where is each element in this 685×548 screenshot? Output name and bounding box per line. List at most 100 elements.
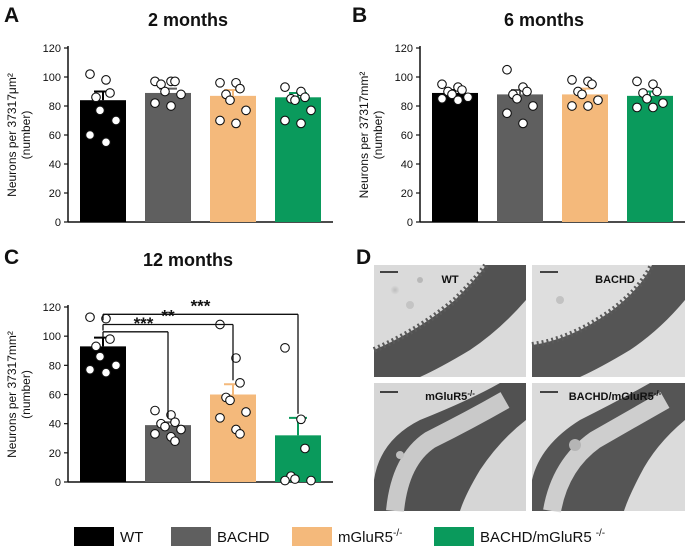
data-point-bachd-mglur5 — [642, 93, 652, 104]
y-tick-label: 20 — [49, 188, 61, 200]
legend-item-mglur5: mGluR5-/- — [292, 527, 402, 546]
data-point-wt — [101, 367, 111, 378]
chart-2-months: 2 months Neurons per 37317μm² (number) 0 20 4… — [5, 10, 333, 229]
data-point-bachd — [512, 93, 522, 104]
panel-letter-d: D — [356, 246, 371, 269]
data-point-wt — [95, 105, 105, 116]
data-point-mglur5 — [215, 115, 225, 126]
legend-label-bachd-mglur5: BACHD/mGluR5 -/- — [480, 528, 605, 546]
chart-title-c: 12 months — [143, 250, 233, 270]
micrograph-mglur5 — [374, 383, 526, 513]
y-axis-label-b: Neurons per 37317mm² — [357, 72, 371, 199]
bar-bachd — [145, 92, 191, 222]
panel-letter-c: C — [4, 246, 19, 269]
data-point-mglur5 — [235, 429, 245, 439]
legend-swatch-bachd-mglur5 — [434, 527, 474, 546]
data-point-wt — [85, 312, 95, 323]
data-point-bachd-mglur5 — [658, 98, 668, 108]
data-point-wt — [111, 360, 121, 371]
data-point-bachd-mglur5 — [632, 76, 642, 87]
y-tick-label: 100 — [395, 72, 413, 84]
y-tick-label: 0 — [407, 217, 413, 229]
data-point-mglur5 — [241, 407, 251, 417]
micrograph-label-wt: WT — [441, 274, 458, 286]
data-point-wt — [101, 137, 111, 148]
y-tick-label: 120 — [395, 43, 413, 55]
data-point-bachd-mglur5 — [280, 342, 290, 353]
data-point-mglur5 — [235, 83, 245, 94]
data-point-bachd — [176, 424, 186, 435]
y-tick-label: 0 — [55, 477, 61, 489]
data-point-bachd — [170, 417, 180, 428]
bar-bachd-mglur5 — [275, 435, 321, 482]
data-point-mglur5 — [231, 353, 241, 363]
data-point-mglur5 — [215, 77, 225, 88]
data-point-mglur5 — [587, 79, 597, 90]
y-axis-label-a: Neurons per 37317μm² — [5, 73, 19, 197]
data-point-bachd-mglur5 — [652, 86, 662, 97]
y-tick-label: 100 — [43, 331, 61, 343]
data-point-bachd — [160, 86, 170, 97]
legend-label-bachd: BACHD — [217, 529, 270, 546]
y-tick-label: 40 — [401, 159, 413, 171]
bar-wt — [432, 92, 478, 222]
y-tick-label: 60 — [49, 130, 61, 142]
data-point-wt — [105, 88, 115, 98]
data-point-wt — [111, 115, 121, 126]
micrograph-label-bachd-mglur5: BACHD/mGluR5-/- — [569, 389, 662, 403]
y-tick-label: 0 — [55, 217, 61, 229]
data-point-bachd — [502, 64, 512, 75]
data-point-bachd-mglur5 — [306, 475, 316, 486]
y-axis-sublabel-c: (number) — [19, 370, 33, 419]
y-axis-label-c: Neurons per 37317mm² — [5, 331, 19, 458]
legend-swatch-mglur5 — [292, 527, 332, 546]
data-point-bachd-mglur5 — [648, 79, 658, 90]
legend-swatch-bachd — [171, 527, 211, 546]
legend-label-wt: WT — [120, 529, 143, 546]
y-tick-label: 40 — [49, 159, 61, 171]
y-tick-label: 60 — [49, 390, 61, 402]
data-point-bachd-mglur5 — [290, 474, 300, 484]
chart-12-months: 12 months Neurons per 37317mm² (number) 0 20… — [5, 250, 333, 489]
data-point-mglur5 — [577, 89, 587, 100]
data-point-wt — [453, 95, 463, 106]
y-axis-sublabel-a: (number) — [19, 111, 33, 160]
data-point-wt — [105, 334, 115, 344]
legend-item-bachd: BACHD — [171, 527, 270, 546]
data-point-mglur5 — [567, 75, 577, 85]
data-point-mglur5 — [593, 95, 603, 106]
y-tick-label: 40 — [49, 419, 61, 431]
data-point-mglur5 — [241, 105, 251, 116]
micrograph-bachd-mglur5 — [532, 383, 685, 513]
y-tick-label: 80 — [49, 360, 61, 372]
data-point-bachd-mglur5 — [280, 115, 290, 126]
data-point-bachd — [166, 101, 176, 111]
data-point-mglur5 — [231, 118, 241, 129]
significance-label: *** — [134, 314, 154, 333]
data-point-bachd — [150, 429, 160, 439]
data-point-bachd — [150, 405, 160, 416]
data-point-wt — [447, 89, 457, 100]
data-point-bachd-mglur5 — [280, 475, 290, 486]
data-point-bachd — [176, 89, 186, 100]
data-point-mglur5 — [235, 377, 245, 388]
data-point-bachd-mglur5 — [290, 95, 300, 106]
micrograph-label-mglur5: mGluR5-/- — [425, 389, 475, 403]
legend-swatch-wt — [74, 527, 114, 546]
data-point-bachd — [170, 76, 180, 87]
y-tick-label: 60 — [401, 130, 413, 142]
data-point-mglur5 — [583, 101, 593, 111]
data-point-bachd — [170, 436, 180, 447]
data-point-mglur5 — [225, 395, 235, 406]
data-point-wt — [91, 341, 101, 352]
bar-mglur5 — [210, 95, 256, 222]
chart-title-a: 2 months — [148, 10, 228, 30]
chart-title-b: 6 months — [504, 10, 584, 30]
data-point-bachd — [518, 118, 528, 129]
panel-letter-a: A — [4, 4, 19, 27]
data-point-bachd-mglur5 — [648, 102, 658, 113]
y-tick-label: 20 — [401, 188, 413, 200]
micrograph-panel: WT BACHD mGluR5-/- BACHD/mGluR5-/- — [372, 263, 685, 513]
data-point-bachd-mglur5 — [296, 118, 306, 129]
legend: WT BACHD mGluR5-/- BACHD/mGluR5 -/- — [74, 527, 605, 546]
